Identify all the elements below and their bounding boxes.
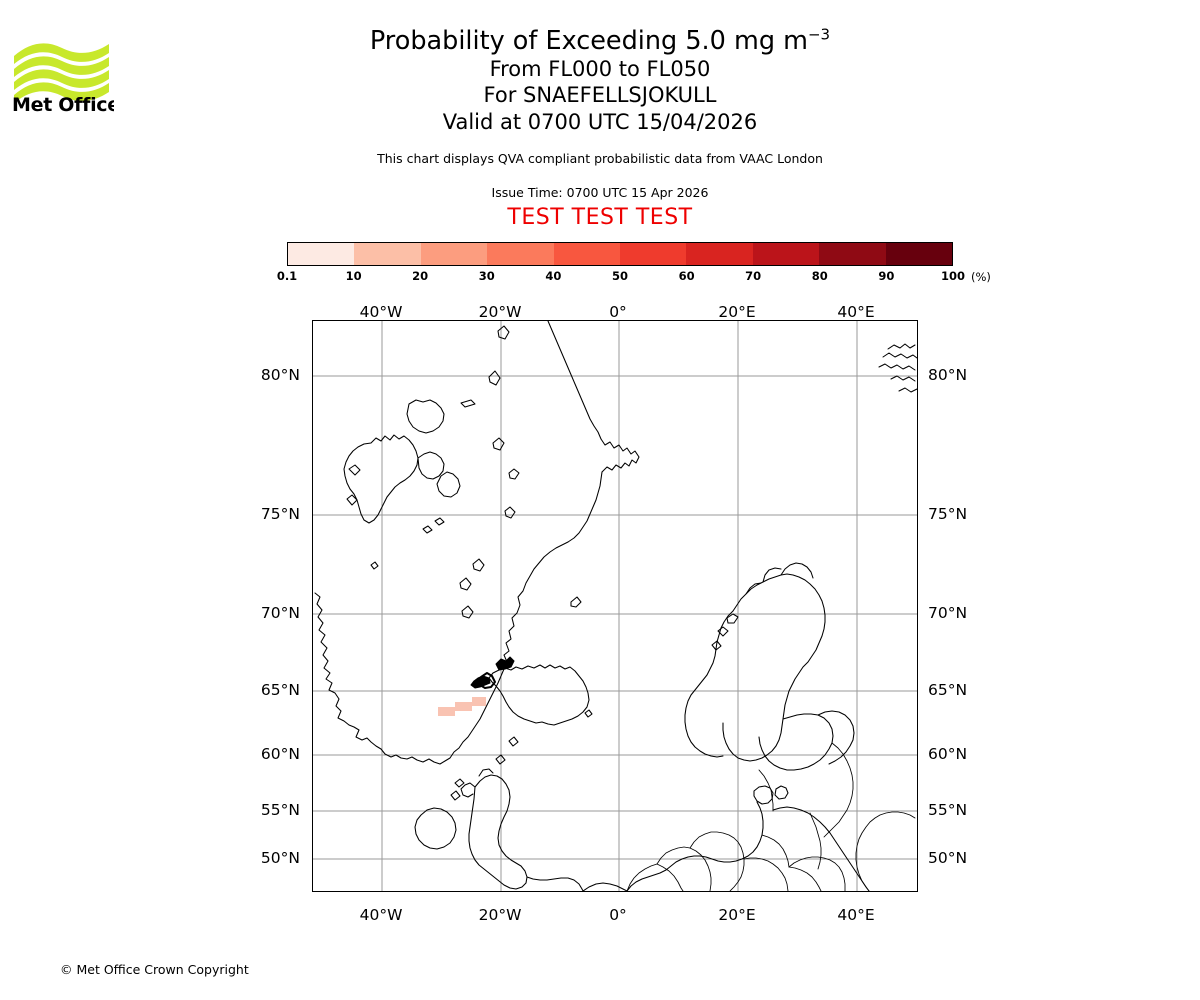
colorbar-tick-100: 100: [940, 269, 966, 283]
lat-label-right-70°N: 70°N: [928, 604, 968, 622]
lon-label-top-0°: 0°: [609, 303, 627, 321]
lon-label-top-40°W: 40°W: [359, 303, 403, 321]
lat-label-right-50°N: 50°N: [928, 849, 968, 867]
colorbar-band-7: [752, 243, 820, 265]
ash-plume-region: [438, 697, 486, 716]
lat-label-left-65°N: 65°N: [260, 681, 300, 699]
lon-label-bottom-0°: 0°: [609, 906, 627, 924]
lat-label-right-80°N: 80°N: [928, 366, 968, 384]
page-title-main: Probability of Exceeding 5.0 mg m: [369, 26, 808, 56]
lat-label-left-75°N: 75°N: [260, 505, 300, 523]
colorbar-tick-70: 70: [745, 269, 762, 283]
lat-label-right-65°N: 65°N: [928, 681, 968, 699]
colorbar-band-1: [354, 243, 421, 265]
valid-time-line: Valid at 0700 UTC 15/04/2026: [442, 110, 758, 135]
volcano-line: For SNAEFELLSJOKULL: [483, 83, 717, 108]
qva-note: This chart displays QVA compliant probab…: [377, 151, 823, 167]
lon-label-top-20°E: 20°E: [718, 303, 756, 321]
flight-level-line: From FL000 to FL050: [489, 56, 711, 81]
colorbar-tick-0.1: 0.1: [276, 269, 298, 283]
coastlines: [314, 321, 917, 891]
lat-label-left-80°N: 80°N: [260, 366, 300, 384]
colorbar-tick-90: 90: [878, 269, 895, 283]
colorbar-unit-label: (%): [971, 270, 991, 284]
lon-label-bottom-40°E: 40°E: [837, 906, 875, 924]
page-title-exponent: −3: [807, 25, 831, 44]
colorbar-band-3: [487, 243, 554, 265]
lon-label-top-40°E: 40°E: [837, 303, 875, 321]
page-title: Probability of Exceeding 5.0 mg m−3: [0, 27, 1200, 56]
lat-label-right-55°N: 55°N: [928, 801, 968, 819]
issue-time-line: Issue Time: 0700 UTC 15 Apr 2026: [491, 185, 709, 201]
lon-label-bottom-20°E: 20°E: [718, 906, 756, 924]
lat-label-left-50°N: 50°N: [260, 849, 300, 867]
lon-label-bottom-20°W: 20°W: [478, 906, 522, 924]
copyright-notice: © Met Office Crown Copyright: [60, 962, 249, 977]
colorbar-band-6: [686, 243, 753, 265]
colorbar-band-2: [420, 243, 488, 265]
colorbar-band-8: [819, 243, 886, 265]
colorbar-tick-80: 80: [811, 269, 828, 283]
lon-label-bottom-40°W: 40°W: [359, 906, 403, 924]
colorbar-tick-60: 60: [678, 269, 695, 283]
colorbar-tick-20: 20: [412, 269, 429, 283]
test-banner: TEST TEST TEST: [507, 205, 693, 231]
colorbar-band-0: [288, 243, 355, 265]
colorbar-tick-40: 40: [545, 269, 562, 283]
colorbar-band-9: [885, 243, 953, 265]
probability-colorbar: [287, 242, 953, 266]
map-graticule: [313, 321, 917, 891]
lat-label-right-60°N: 60°N: [928, 745, 968, 763]
colorbar-band-4: [553, 243, 621, 265]
lat-label-left-60°N: 60°N: [260, 745, 300, 763]
colorbar-tick-30: 30: [478, 269, 495, 283]
met-office-logo: Met Office: [10, 22, 114, 114]
colorbar-tick-50: 50: [611, 269, 629, 283]
colorbar-tick-10: 10: [345, 269, 362, 283]
met-office-logo-text: Met Office: [12, 94, 114, 114]
lat-label-right-75°N: 75°N: [928, 505, 968, 523]
colorbar-bands: [287, 242, 953, 266]
chart-title-block: Probability of Exceeding 5.0 mg m−3 From…: [0, 0, 1200, 230]
ash-probability-map[interactable]: [312, 320, 918, 892]
lon-label-top-20°W: 20°W: [478, 303, 522, 321]
colorbar-band-5: [620, 243, 687, 265]
lat-label-left-55°N: 55°N: [260, 801, 300, 819]
met-office-wave-marks: [14, 43, 109, 103]
lat-label-left-70°N: 70°N: [260, 604, 300, 622]
